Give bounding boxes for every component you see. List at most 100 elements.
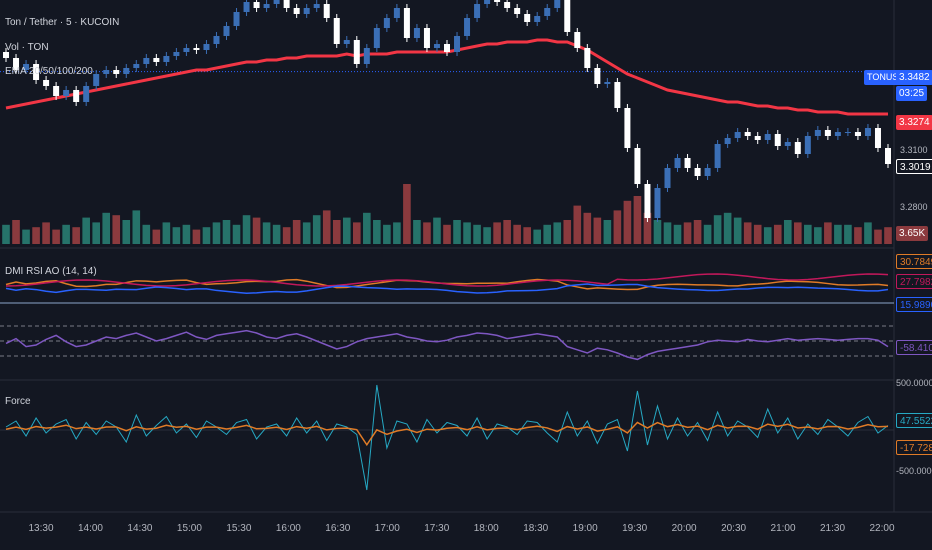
candle-body [63,90,70,96]
volume-bar [884,227,892,244]
candle-body [343,40,350,44]
force-title[interactable]: Force [5,396,31,407]
volume-bar [653,220,662,244]
candle-body [153,58,160,62]
volume-bar [463,222,471,244]
volume-bar [613,210,622,244]
candle-body [494,0,501,3]
volume-bar [673,224,682,244]
volume-bar [393,222,401,244]
candle-body [764,134,771,140]
candle-body [13,58,20,70]
candle-body [363,48,370,64]
volume-bar [312,215,321,244]
volume-bar [272,224,281,244]
candle-body [474,4,481,18]
volume-bar [753,224,762,244]
time-tick-label: 15:30 [226,523,252,534]
volume-bar [874,229,882,244]
force-lines [5,384,889,491]
dmi-lines [5,273,889,294]
symbol-title[interactable]: Ton / Tether · 5 · KUCOIN [5,17,120,28]
candle-body [133,64,140,68]
dmi-red-tag: 27.7982 [896,274,932,289]
volume-bar [814,227,822,244]
candle-body [333,18,340,44]
volume-bar [142,224,151,244]
candle-body [774,134,781,146]
volume-bar [433,217,441,244]
candle-body [433,44,440,48]
volume-bar [413,220,421,244]
last-price-tag: 3.3482 [896,70,932,85]
candle-body [233,12,240,26]
candle-body [874,128,881,148]
countdown-tag: 03:25 [896,86,928,101]
volume-bar [172,227,181,244]
candle-body [293,8,300,14]
price-tick-2800: 3.2800 [900,202,928,212]
candle-body [413,28,420,38]
candle-body [714,144,721,168]
candle-body [744,132,751,136]
volume-bar [493,222,501,244]
candle-body [734,132,741,138]
force-cyan-line [5,384,889,491]
candle-body [193,48,200,50]
time-tick-label: 21:00 [770,523,796,534]
candle-body [594,68,601,84]
candle-body [794,142,801,154]
volume-bar [383,224,391,244]
candle-body [243,2,250,12]
volume-bar [292,220,301,244]
time-tick-label: 21:30 [820,523,846,534]
force-top-tick: 500.0000 [896,378,932,388]
candle-body [163,56,170,62]
dmi-title[interactable]: DMI RSI AO (14, 14) [5,266,97,277]
force-orange-tag: -17.7280 [896,440,932,455]
volume-bar [593,217,602,244]
volume-bar [102,212,111,244]
candle-body [604,82,611,84]
volume-bar [232,224,241,244]
candle-body [353,40,360,64]
volume-bar [513,224,521,244]
volume-bar [52,229,60,244]
ema-title[interactable]: EMA 20/50/100/200 [5,66,93,77]
rsi-line [5,329,889,361]
candle-body [754,136,761,140]
dmi-blue-tag: 15.9890 [896,297,932,312]
candle-body [784,142,791,146]
time-tick-label: 15:00 [176,523,202,534]
candle-body [654,188,661,218]
volume-bar [72,227,80,244]
candle-body [814,130,821,136]
candle-body [454,36,461,52]
candle-body [283,0,290,9]
volume-bar [112,215,121,244]
volume-bar [242,215,251,244]
force-orange-line [5,421,889,447]
volume-bar [834,224,842,244]
time-tick-label: 18:00 [473,523,499,534]
volume-bar [122,220,131,244]
time-tick-label: 22:00 [869,523,895,534]
candle-body [844,132,851,133]
candle-body [403,8,410,38]
candle-body [444,44,450,52]
volume-title[interactable]: Vol · TON [5,42,49,53]
candle-body [534,16,541,22]
volume-bar [92,222,101,244]
dmi-adx-line [5,273,889,287]
volume-bar [793,222,802,244]
candle-body [23,64,30,70]
time-tick-label: 18:30 [523,523,549,534]
price-tick-3100: 3.3100 [900,145,928,155]
volume-bar [12,220,20,244]
candle-body [864,128,871,136]
grid-layer [0,0,932,513]
volume-bar [403,184,411,244]
volume-bar [352,222,361,244]
volume-bar [32,227,40,244]
